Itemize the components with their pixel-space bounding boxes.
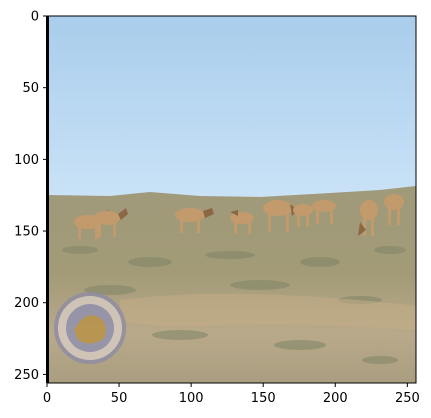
y-axis: 0 50 100 150 200 250 [14, 10, 47, 383]
y-tick-label: 250 [14, 368, 39, 383]
x-tick-label: 0 [43, 391, 51, 406]
horse-herd [74, 194, 404, 239]
y-tick-label: 0 [31, 10, 39, 25]
x-tick-label: 200 [323, 391, 348, 406]
horse [293, 204, 313, 227]
horse [94, 208, 128, 237]
x-tick-label: 150 [251, 391, 276, 406]
y-tick-label: 100 [14, 153, 39, 168]
x-tick-label: 50 [111, 391, 128, 406]
horse [312, 200, 336, 224]
horse [358, 200, 378, 236]
dirt-patch [120, 293, 416, 330]
watermark-seal [54, 292, 126, 364]
x-tick-label: 100 [179, 391, 204, 406]
photo [47, 16, 416, 383]
x-axis: 0 50 100 150 200 250 [43, 383, 420, 406]
sky [47, 16, 416, 206]
x-tick-label: 250 [395, 391, 420, 406]
horse [384, 194, 404, 225]
horse [175, 208, 214, 233]
y-tick-label: 150 [14, 225, 39, 240]
horse [230, 210, 254, 234]
grass-texture [62, 246, 406, 364]
y-tick-label: 200 [14, 296, 39, 311]
y-tick-label: 50 [22, 81, 39, 96]
